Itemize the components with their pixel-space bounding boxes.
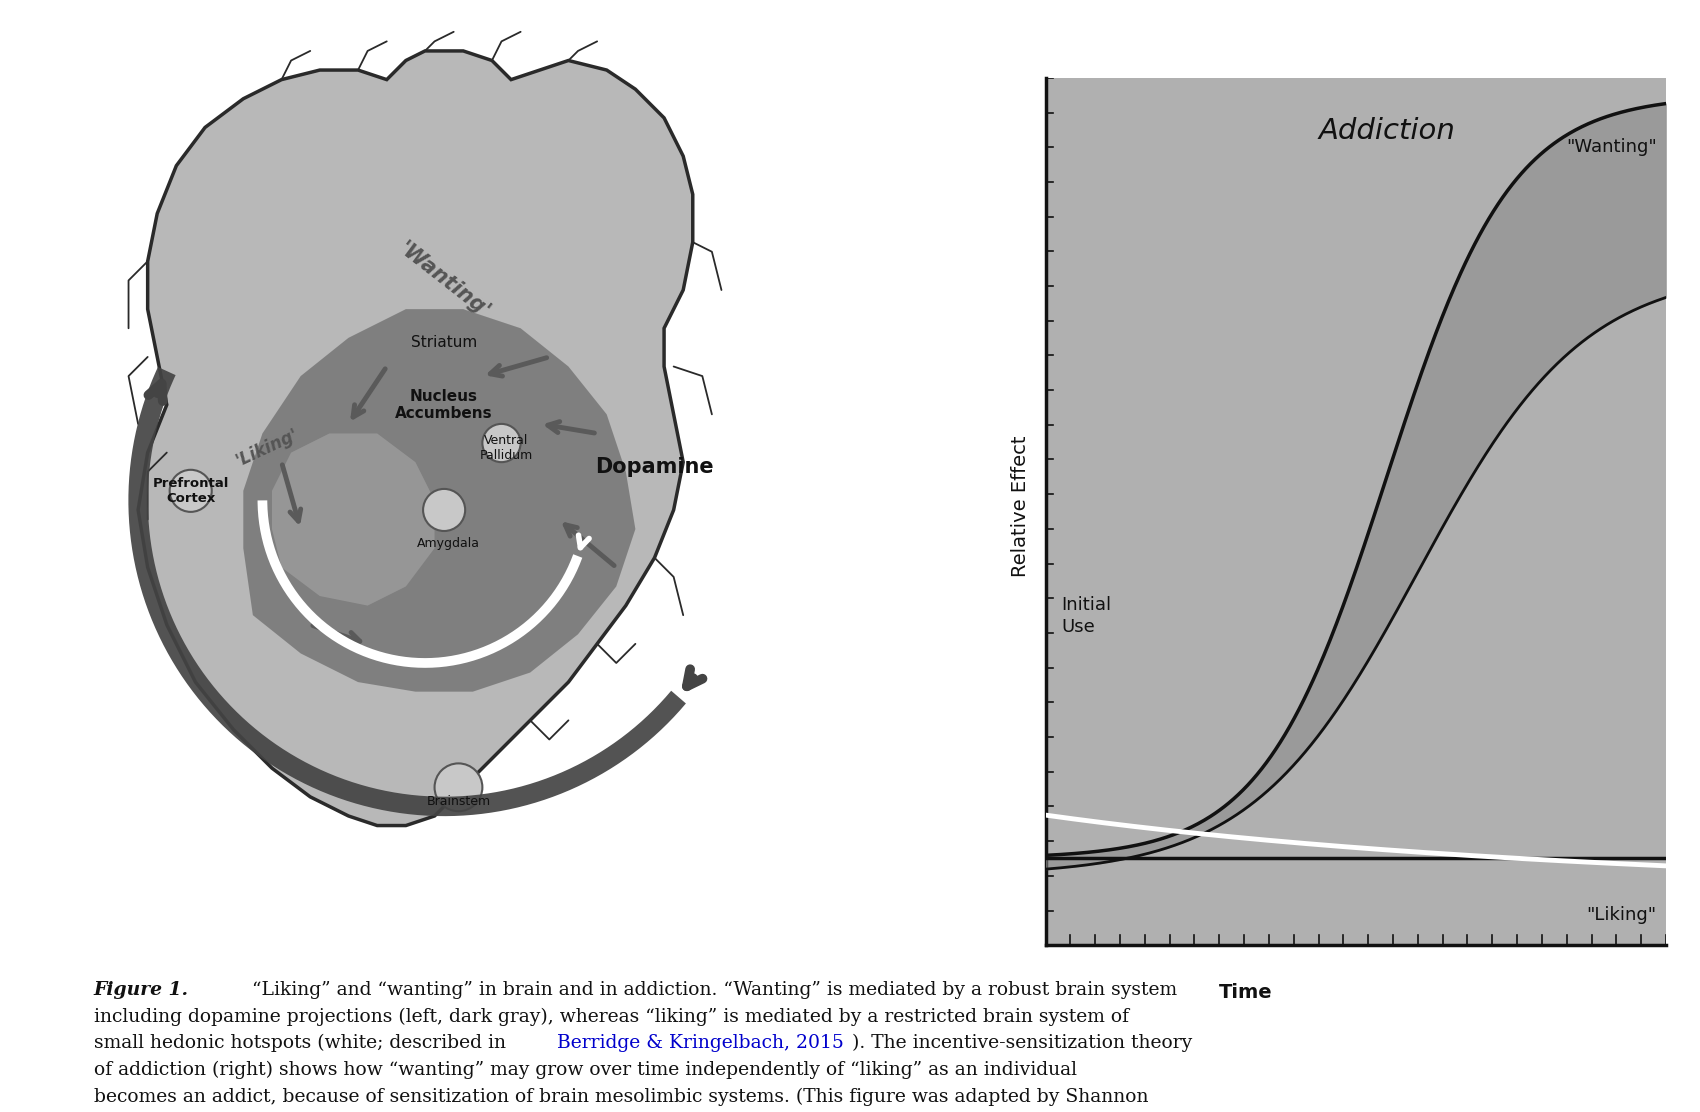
Text: Addiction: Addiction: [1318, 117, 1455, 145]
Text: Berridge & Kringelbach, 2015: Berridge & Kringelbach, 2015: [558, 1034, 845, 1052]
Text: Initial
Use: Initial Use: [1061, 596, 1112, 636]
Text: "Wanting": "Wanting": [1566, 138, 1658, 156]
Text: small hedonic hotspots (white; described in: small hedonic hotspots (white; described…: [94, 1034, 512, 1052]
Text: Amygdala: Amygdala: [418, 537, 481, 550]
Circle shape: [435, 763, 483, 812]
Circle shape: [423, 489, 466, 532]
Polygon shape: [272, 434, 435, 606]
Text: Ventral
Pallidum: Ventral Pallidum: [479, 434, 532, 461]
Polygon shape: [243, 309, 636, 692]
Text: Nucleus
Accumbens: Nucleus Accumbens: [396, 388, 493, 421]
Text: ). The incentive-sensitization theory: ). The incentive-sensitization theory: [852, 1034, 1193, 1052]
Text: Dopamine: Dopamine: [595, 457, 714, 477]
Circle shape: [170, 469, 212, 512]
Text: of addiction (right) shows how “wanting” may grow over time independently of “li: of addiction (right) shows how “wanting”…: [94, 1061, 1076, 1079]
Text: Prefrontal
Cortex: Prefrontal Cortex: [153, 477, 230, 505]
Text: Time: Time: [1219, 983, 1273, 1002]
Text: “Liking” and “wanting” in brain and in addiction. “Wanting” is mediated by a rob: “Liking” and “wanting” in brain and in a…: [252, 981, 1176, 999]
Text: Brainstem: Brainstem: [427, 795, 491, 808]
Text: Relative Effect: Relative Effect: [1010, 435, 1030, 577]
Text: 'Liking': 'Liking': [233, 426, 301, 470]
Text: Striatum: Striatum: [411, 335, 478, 350]
Polygon shape: [138, 51, 694, 825]
Text: Figure 1.: Figure 1.: [94, 981, 189, 999]
Text: "Liking": "Liking": [1586, 906, 1658, 924]
Text: becomes an addict, because of sensitization of brain mesolimbic systems. (This f: becomes an addict, because of sensitizat…: [94, 1088, 1148, 1105]
Circle shape: [483, 424, 520, 463]
Text: including dopamine projections (left, dark gray), whereas “liking” is mediated b: including dopamine projections (left, da…: [94, 1007, 1129, 1025]
Text: 'Wanting': 'Wanting': [394, 239, 493, 322]
